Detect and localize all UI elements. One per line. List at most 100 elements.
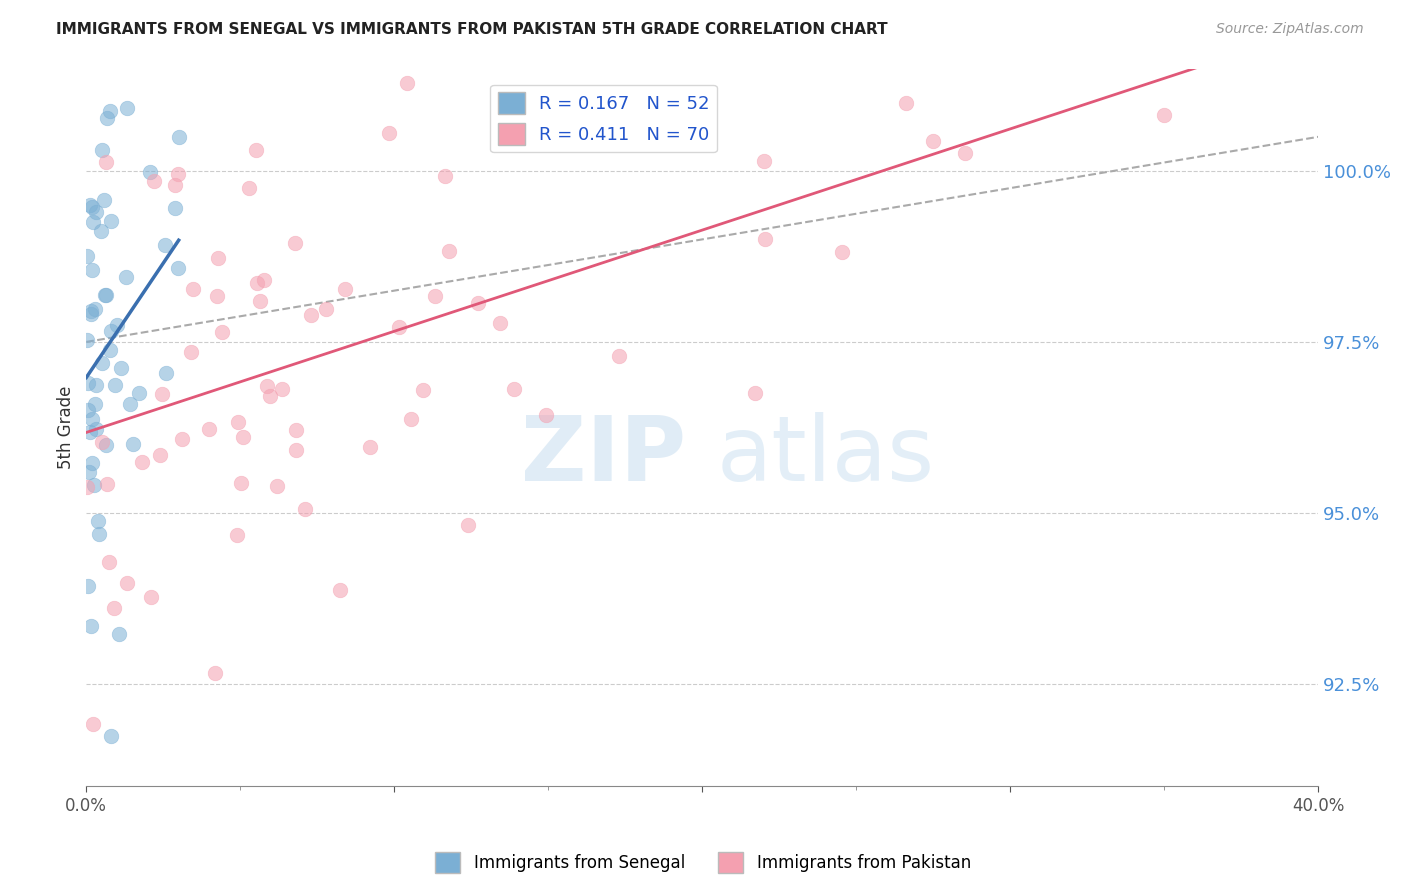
Point xyxy=(94,288,117,302)
Point xyxy=(894,95,917,110)
Point xyxy=(232,430,254,444)
Point xyxy=(329,582,352,597)
Point xyxy=(271,383,294,397)
Point xyxy=(150,387,173,401)
Point xyxy=(226,415,249,429)
Point xyxy=(167,130,190,145)
Point xyxy=(425,289,447,303)
Point xyxy=(457,518,479,533)
Point xyxy=(153,238,176,252)
Point xyxy=(299,309,322,323)
Point xyxy=(238,181,260,195)
Legend: R = 0.167   N = 52, R = 0.411   N = 70: R = 0.167 N = 52, R = 0.411 N = 70 xyxy=(491,85,717,153)
Point xyxy=(80,456,103,470)
Point xyxy=(245,143,267,157)
Point xyxy=(225,528,247,542)
Point xyxy=(412,383,434,397)
Point xyxy=(84,205,107,219)
Point xyxy=(165,202,187,216)
Point xyxy=(103,601,125,615)
Point xyxy=(80,304,103,318)
Point xyxy=(100,729,122,743)
Point xyxy=(91,355,114,369)
Point xyxy=(76,376,98,390)
Point xyxy=(87,527,110,541)
Point xyxy=(831,244,853,259)
Point xyxy=(82,214,104,228)
Point xyxy=(488,316,510,330)
Point xyxy=(100,324,122,338)
Point xyxy=(139,590,162,604)
Point xyxy=(181,282,204,296)
Point xyxy=(180,345,202,359)
Point xyxy=(359,440,381,454)
Y-axis label: 5th Grade: 5th Grade xyxy=(58,385,75,469)
Point xyxy=(104,378,127,392)
Point xyxy=(1022,36,1045,50)
Point xyxy=(266,479,288,493)
Point xyxy=(84,301,107,316)
Point xyxy=(231,475,253,490)
Point xyxy=(98,103,121,118)
Point xyxy=(98,343,121,358)
Point xyxy=(80,263,103,277)
Point xyxy=(97,555,120,569)
Point xyxy=(271,23,294,37)
Point xyxy=(143,174,166,188)
Point xyxy=(138,164,160,178)
Point xyxy=(434,169,457,183)
Point xyxy=(87,514,110,528)
Point xyxy=(110,360,132,375)
Point xyxy=(76,249,98,263)
Point xyxy=(80,307,103,321)
Point xyxy=(284,423,307,437)
Point xyxy=(754,232,776,246)
Point xyxy=(922,134,945,148)
Point xyxy=(90,434,112,449)
Point xyxy=(502,382,524,396)
Point xyxy=(114,270,136,285)
Point xyxy=(253,273,276,287)
Point xyxy=(198,422,221,436)
Point xyxy=(76,333,98,347)
Point xyxy=(155,366,177,380)
Point xyxy=(284,235,307,250)
Point xyxy=(82,200,104,214)
Point xyxy=(335,282,357,296)
Point xyxy=(96,477,118,491)
Point xyxy=(90,143,112,157)
Point xyxy=(752,153,775,168)
Point xyxy=(249,294,271,309)
Point xyxy=(79,425,101,440)
Point xyxy=(84,397,107,411)
Point xyxy=(76,480,98,494)
Point xyxy=(534,408,557,422)
Point xyxy=(115,102,138,116)
Point xyxy=(93,193,115,207)
Point xyxy=(396,76,419,90)
Point xyxy=(149,448,172,462)
Point xyxy=(163,178,186,192)
Point xyxy=(259,389,281,403)
Point xyxy=(439,244,461,258)
Point xyxy=(80,619,103,633)
Point xyxy=(285,443,308,458)
Point xyxy=(172,432,194,446)
Point xyxy=(105,318,128,332)
Point xyxy=(90,224,112,238)
Text: Source: ZipAtlas.com: Source: ZipAtlas.com xyxy=(1216,22,1364,37)
Point xyxy=(122,437,145,451)
Point xyxy=(256,379,278,393)
Point xyxy=(467,296,489,310)
Point xyxy=(378,126,401,140)
Point xyxy=(79,198,101,212)
Point xyxy=(399,412,422,426)
Point xyxy=(607,350,630,364)
Point xyxy=(77,465,100,479)
Point xyxy=(80,412,103,426)
Point xyxy=(84,422,107,436)
Text: IMMIGRANTS FROM SENEGAL VS IMMIGRANTS FROM PAKISTAN 5TH GRADE CORRELATION CHART: IMMIGRANTS FROM SENEGAL VS IMMIGRANTS FR… xyxy=(56,22,887,37)
Point xyxy=(84,378,107,392)
Point xyxy=(589,23,612,37)
Point xyxy=(1153,108,1175,122)
